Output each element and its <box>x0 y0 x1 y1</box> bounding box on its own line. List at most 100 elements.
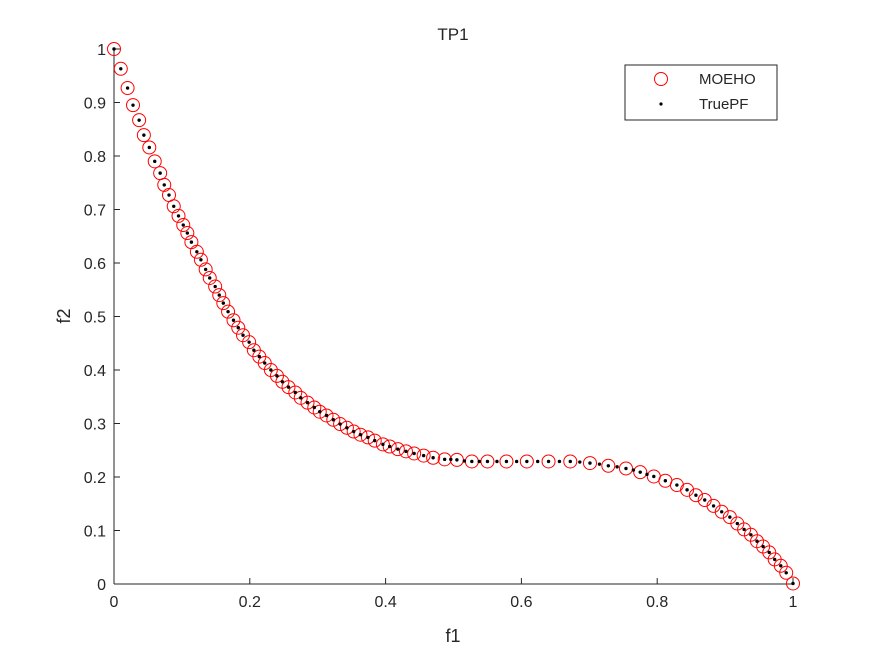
truepf-point <box>208 276 212 280</box>
truepf-point <box>663 479 668 483</box>
truepf-point <box>761 544 765 549</box>
truepf-point <box>203 267 208 272</box>
truepf-point <box>685 488 689 492</box>
moeho-point <box>339 420 354 435</box>
truepf-point <box>652 474 656 479</box>
truepf-point <box>247 340 251 344</box>
truepf-point <box>455 458 459 462</box>
moeho-point <box>216 296 231 311</box>
moeho-point <box>582 456 597 471</box>
moeho-point <box>563 454 578 469</box>
truepf-point <box>257 354 262 359</box>
moeho-point <box>426 450 441 465</box>
moeho-point <box>326 412 341 427</box>
x-tick-label: 0.2 <box>239 594 261 611</box>
truepf-point <box>162 183 166 187</box>
truepf-point <box>485 459 490 464</box>
x-ticks: 0 0.2 0.4 0.6 0.8 1 <box>110 578 798 611</box>
truepf-point <box>588 461 592 465</box>
moeho-point <box>307 400 322 415</box>
moeho-point <box>519 454 534 469</box>
truepf-point <box>241 333 245 337</box>
moeho-point <box>120 81 135 96</box>
truepf-point <box>305 400 310 405</box>
truepf-point <box>221 301 226 305</box>
truepf-point <box>236 326 240 330</box>
y-tick-label: 0.2 <box>84 470 106 487</box>
moeho-point <box>618 461 633 476</box>
truepf-point <box>412 451 416 456</box>
moeho-point <box>166 199 181 214</box>
y-tick-label: 0.5 <box>84 310 106 327</box>
moeho-point <box>312 404 327 419</box>
moeho-point <box>714 504 729 519</box>
x-tick-label: 0.6 <box>510 594 532 611</box>
moeho-point <box>541 454 556 469</box>
plot-marks <box>107 42 800 591</box>
truepf-point <box>694 493 698 497</box>
truepf-point <box>495 459 499 464</box>
moeho-point <box>360 430 375 445</box>
truepf-point <box>226 309 230 314</box>
truepf-point <box>269 368 273 372</box>
moeho-point <box>189 244 204 259</box>
truepf-point <box>597 462 602 466</box>
truepf-point <box>286 385 291 389</box>
truepf-point <box>767 550 771 555</box>
moeho-point <box>107 42 121 56</box>
truepf-point <box>252 348 256 352</box>
y-tick-label: 0.8 <box>84 149 106 166</box>
x-tick-label: 0.8 <box>646 594 668 611</box>
truepf-point <box>158 171 162 175</box>
y-axis-label: f2 <box>54 308 74 323</box>
y-tick-label: 0 <box>97 577 106 594</box>
truepf-point <box>568 459 572 464</box>
moeho-point <box>762 545 777 560</box>
moeho-point <box>407 446 422 461</box>
truepf-point <box>615 465 619 469</box>
truepf-point <box>784 571 788 575</box>
moeho-point <box>157 177 172 192</box>
legend-truepf-marker-icon <box>659 102 663 106</box>
moeho-point <box>367 433 382 448</box>
moeho-point <box>398 444 413 459</box>
y-tick-label: 1 <box>97 42 106 59</box>
truepf-point <box>535 459 540 464</box>
moeho-point <box>601 458 616 473</box>
truepf-point <box>358 433 363 437</box>
truepf-point <box>755 539 759 543</box>
truepf-point <box>293 390 297 395</box>
x-tick-label: 0.4 <box>374 594 396 611</box>
truepf-point <box>312 405 317 410</box>
moeho-point <box>126 98 141 113</box>
moeho-point <box>786 576 800 591</box>
truepf-point <box>638 470 642 474</box>
truepf-point <box>735 521 740 526</box>
truepf-point <box>199 258 203 262</box>
legend-moeho-marker-icon <box>654 72 668 86</box>
truepf-point <box>172 204 176 208</box>
moeho-point <box>231 320 246 335</box>
truepf-point <box>119 67 123 71</box>
moeho-point <box>319 408 334 423</box>
truepf-point <box>449 457 453 462</box>
truepf-point <box>779 564 783 568</box>
truepf-point <box>181 223 185 227</box>
moeho-point <box>346 424 361 439</box>
series-moeho <box>107 42 800 591</box>
truepf-point <box>331 418 336 422</box>
truepf-point <box>381 442 385 447</box>
x-axis-label: f1 <box>445 626 460 646</box>
truepf-point <box>791 581 795 586</box>
truepf-point <box>645 472 649 477</box>
truepf-point <box>514 459 519 464</box>
truepf-point <box>720 510 724 514</box>
legend-box <box>624 64 778 121</box>
moeho-point <box>193 252 208 267</box>
legend: MOEHO TruePF <box>624 64 778 121</box>
y-tick-label: 0.4 <box>84 363 106 380</box>
truepf-point <box>703 498 707 502</box>
truepf-point <box>131 103 135 107</box>
